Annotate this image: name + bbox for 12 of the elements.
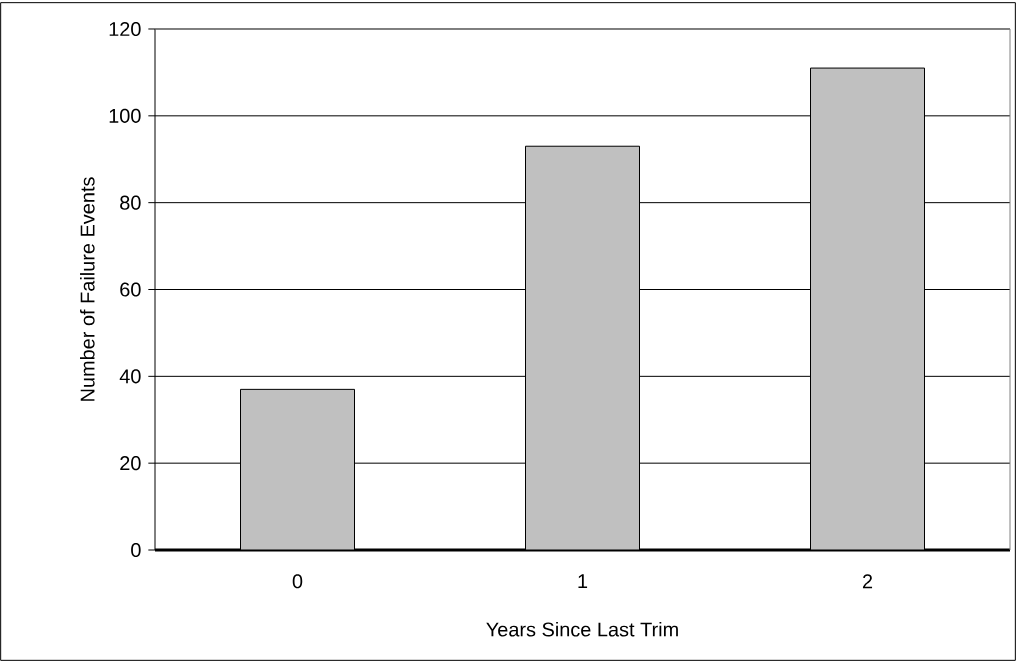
y-tick-label: 100 — [109, 108, 141, 123]
x-axis-title: Years Since Last Trim — [486, 621, 678, 637]
x-tick-label: 1 — [578, 574, 588, 588]
y-tick-label: 40 — [119, 369, 141, 384]
y-tick-label: 0 — [131, 542, 141, 558]
y-tick-label: 120 — [109, 21, 141, 37]
y-axis-title: Number of Failure Events — [80, 177, 95, 401]
y-tick-label: 60 — [120, 282, 141, 297]
y-tick-label: 80 — [120, 195, 141, 210]
x-tick-label: 2 — [862, 574, 873, 589]
x-tick-label: 0 — [292, 574, 303, 589]
y-tick-label: 20 — [120, 456, 141, 471]
